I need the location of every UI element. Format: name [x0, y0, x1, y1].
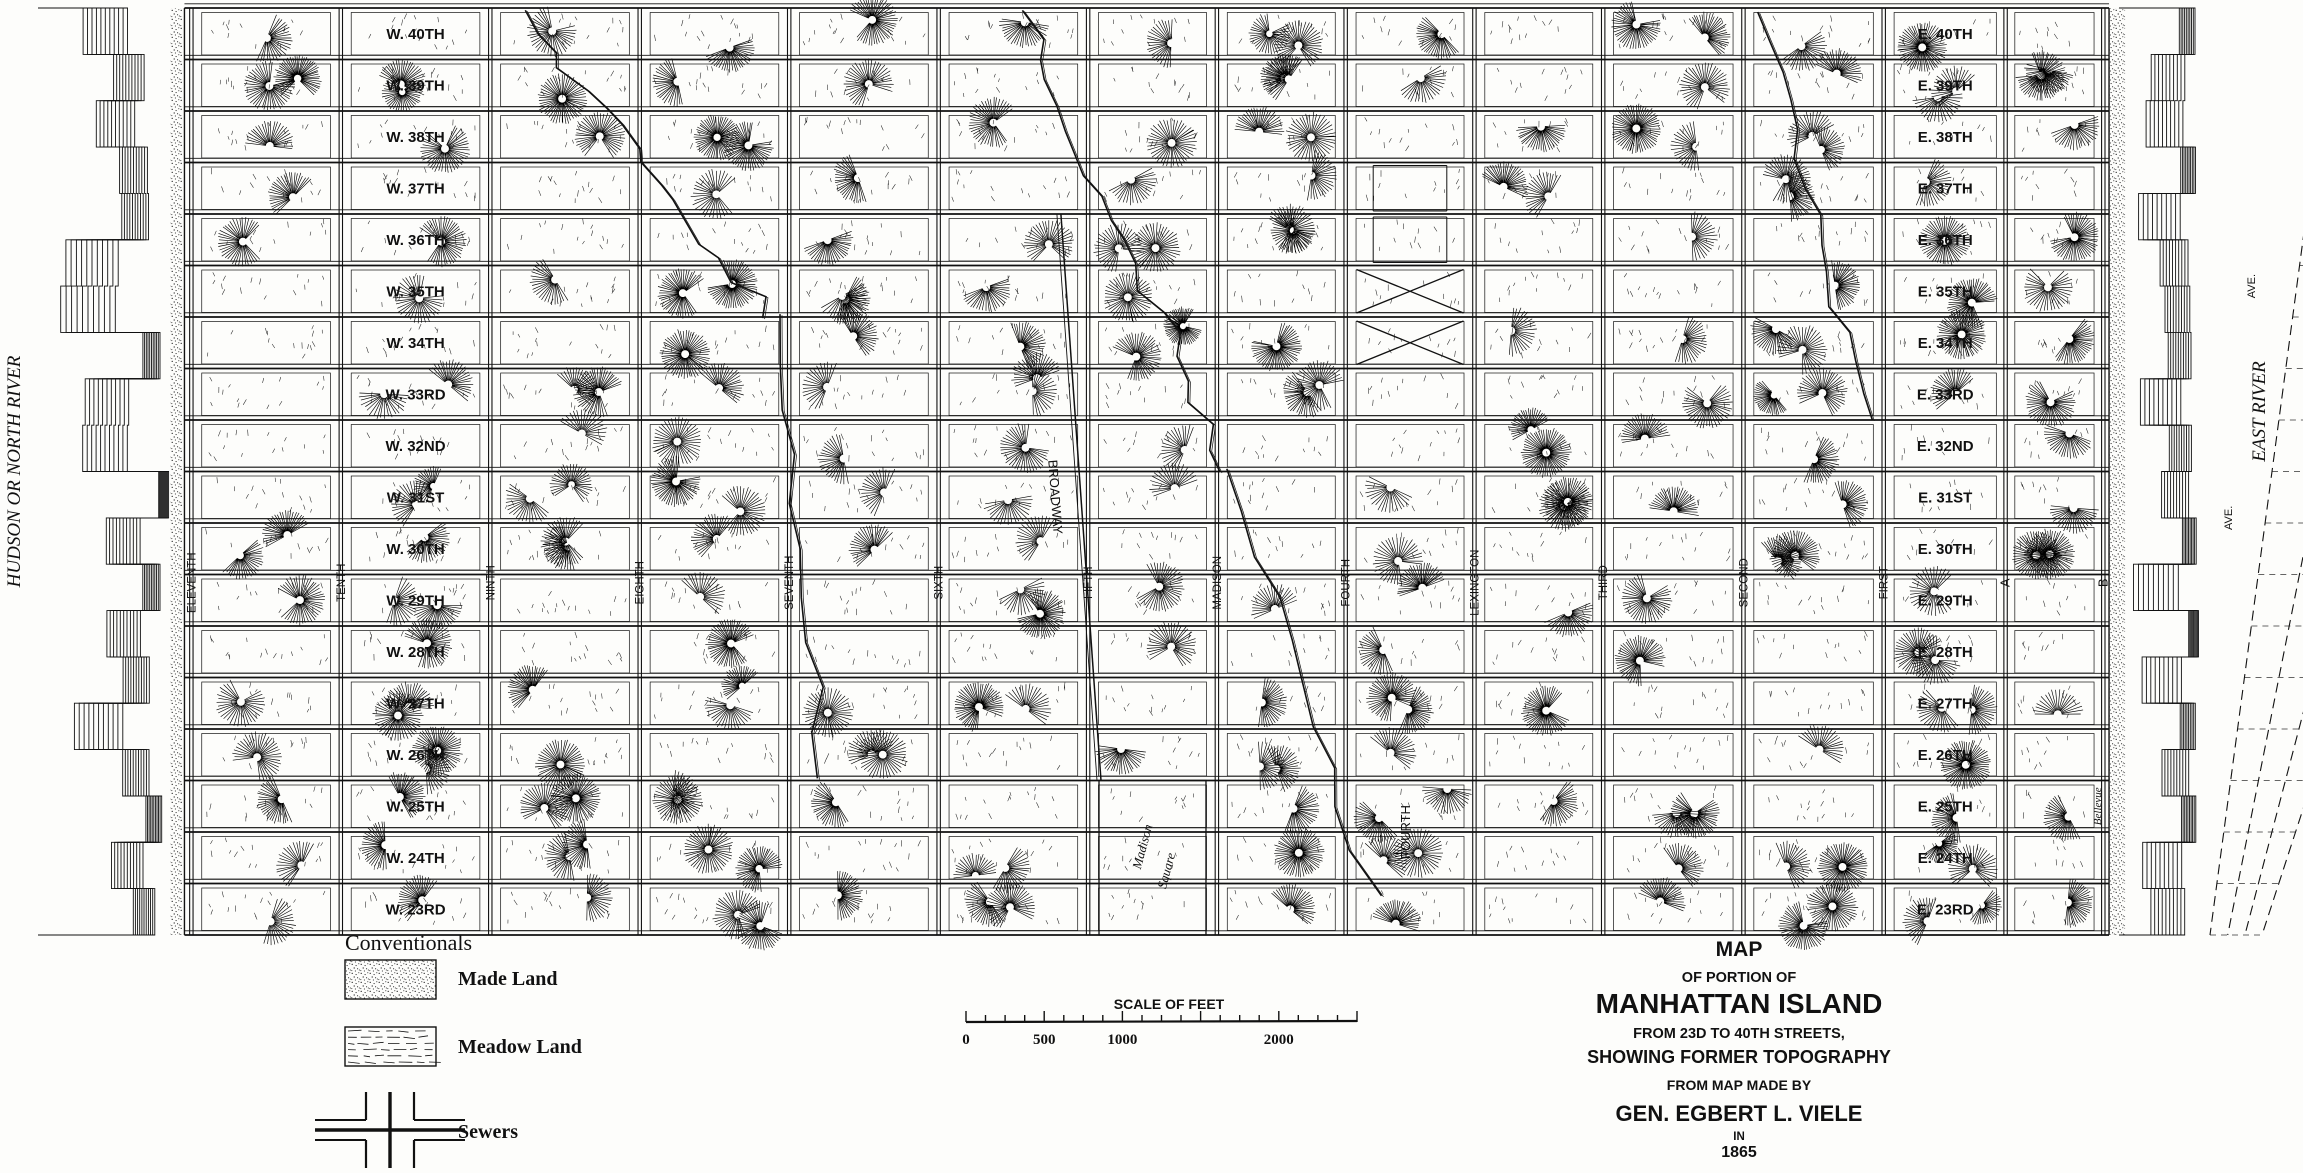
svg-text:AVE.: AVE. — [2246, 274, 2258, 298]
svg-text:E. 30TH: E. 30TH — [1918, 541, 1973, 558]
svg-text:LEXINGTON: LEXINGTON — [1469, 550, 1481, 616]
svg-text:E. 31ST: E. 31ST — [1918, 489, 1972, 506]
svg-text:2000: 2000 — [1264, 1032, 1294, 1048]
svg-text:Made Land: Made Land — [458, 968, 557, 990]
svg-text:SIXTH: SIXTH — [934, 566, 946, 600]
svg-text:E. 29TH: E. 29TH — [1918, 592, 1973, 609]
svg-text:E. 34TH: E. 34TH — [1918, 335, 1973, 352]
svg-text:E. 40TH: E. 40TH — [1918, 26, 1973, 43]
svg-text:E. 36TH: E. 36TH — [1918, 232, 1973, 249]
svg-text:E. 27TH: E. 27TH — [1918, 695, 1973, 712]
svg-text:W. 38TH: W. 38TH — [386, 129, 444, 146]
svg-text:1865: 1865 — [1721, 1144, 1757, 1161]
svg-text:E. 39TH: E. 39TH — [1918, 77, 1973, 94]
svg-text:TENTH: TENTH — [336, 564, 348, 602]
svg-text:1000: 1000 — [1107, 1032, 1137, 1048]
svg-text:Sewers: Sewers — [458, 1121, 518, 1143]
svg-text:W. 28TH: W. 28TH — [386, 644, 444, 661]
svg-text:E. 38TH: E. 38TH — [1918, 129, 1973, 146]
svg-text:SHOWING FORMER TOPOGRAPHY: SHOWING FORMER TOPOGRAPHY — [1587, 1047, 1891, 1067]
svg-text:EAST RIVER: EAST RIVER — [2249, 361, 2270, 463]
svg-text:EIGHTH: EIGHTH — [635, 561, 647, 604]
svg-text:SECOND: SECOND — [1738, 558, 1750, 607]
svg-text:W. 24TH: W. 24TH — [386, 850, 444, 867]
svg-text:W. 31ST: W. 31ST — [387, 489, 445, 506]
svg-text:FROM 23D TO 40TH STREETS,: FROM 23D TO 40TH STREETS, — [1633, 1026, 1845, 1042]
svg-text:W. 26TH: W. 26TH — [386, 747, 444, 764]
svg-text:NINTH: NINTH — [485, 565, 497, 600]
svg-text:MADISON: MADISON — [1212, 556, 1224, 610]
svg-text:W. 29TH: W. 29TH — [386, 592, 444, 609]
svg-text:Bellevue: Bellevue — [2092, 787, 2104, 825]
svg-text:E. 33RD: E. 33RD — [1917, 386, 1974, 403]
svg-text:A: A — [1998, 578, 2013, 587]
svg-text:0: 0 — [962, 1032, 970, 1048]
svg-text:Meadow Land: Meadow Land — [458, 1036, 582, 1058]
svg-text:Conventionals: Conventionals — [345, 930, 472, 955]
svg-text:FROM MAP MADE BY: FROM MAP MADE BY — [1667, 1077, 1812, 1093]
svg-text:E. 32ND: E. 32ND — [1917, 438, 1974, 455]
svg-text:E. 23RD: E. 23RD — [1917, 901, 1974, 918]
svg-text:E. 24TH: E. 24TH — [1918, 850, 1973, 867]
svg-text:IN: IN — [1733, 1131, 1745, 1143]
svg-text:W. 39TH: W. 39TH — [386, 77, 444, 94]
svg-text:THIRD: THIRD — [1598, 565, 1610, 600]
svg-text:W. 35TH: W. 35TH — [386, 283, 444, 300]
svg-text:W. 27TH: W. 27TH — [386, 695, 444, 712]
svg-text:SEVENTH: SEVENTH — [784, 556, 796, 610]
svg-text:FOURTH: FOURTH — [1341, 559, 1353, 607]
svg-text:E. 28TH: E. 28TH — [1918, 644, 1973, 661]
svg-text:W. 40TH: W. 40TH — [386, 26, 444, 43]
svg-text:W. 30TH: W. 30TH — [386, 541, 444, 558]
svg-text:MAP: MAP — [1716, 938, 1763, 961]
svg-text:FOURTH: FOURTH — [1398, 805, 1413, 859]
svg-text:AVE.: AVE. — [2223, 506, 2235, 530]
svg-text:W. 25TH: W. 25TH — [386, 798, 444, 815]
svg-text:E. 26TH: E. 26TH — [1918, 747, 1973, 764]
svg-text:500: 500 — [1033, 1032, 1056, 1048]
svg-text:E. 25TH: E. 25TH — [1918, 798, 1973, 815]
svg-text:E. 35TH: E. 35TH — [1918, 283, 1973, 300]
svg-text:OF PORTION OF: OF PORTION OF — [1682, 970, 1797, 986]
svg-text:E. 37TH: E. 37TH — [1918, 180, 1973, 197]
svg-text:W. 23RD: W. 23RD — [386, 901, 446, 918]
svg-text:W. 36TH: W. 36TH — [386, 232, 444, 249]
svg-text:SCALE OF FEET: SCALE OF FEET — [1114, 996, 1225, 1012]
svg-text:HUDSON OR NORTH RIVER: HUDSON OR NORTH RIVER — [4, 355, 25, 588]
svg-text:W. 32ND: W. 32ND — [386, 438, 446, 455]
svg-text:W. 37TH: W. 37TH — [386, 180, 444, 197]
svg-text:MANHATTAN ISLAND: MANHATTAN ISLAND — [1596, 988, 1883, 1019]
svg-text:FIRST: FIRST — [1879, 566, 1891, 599]
svg-text:ELEVENTH: ELEVENTH — [186, 552, 198, 613]
svg-text:B: B — [2095, 578, 2110, 587]
svg-text:W. 34TH: W. 34TH — [386, 335, 444, 352]
svg-text:FIFTH: FIFTH — [1083, 566, 1095, 599]
svg-text:GEN. EGBERT L. VIELE: GEN. EGBERT L. VIELE — [1616, 1101, 1863, 1126]
svg-text:W. 33RD: W. 33RD — [386, 386, 446, 403]
